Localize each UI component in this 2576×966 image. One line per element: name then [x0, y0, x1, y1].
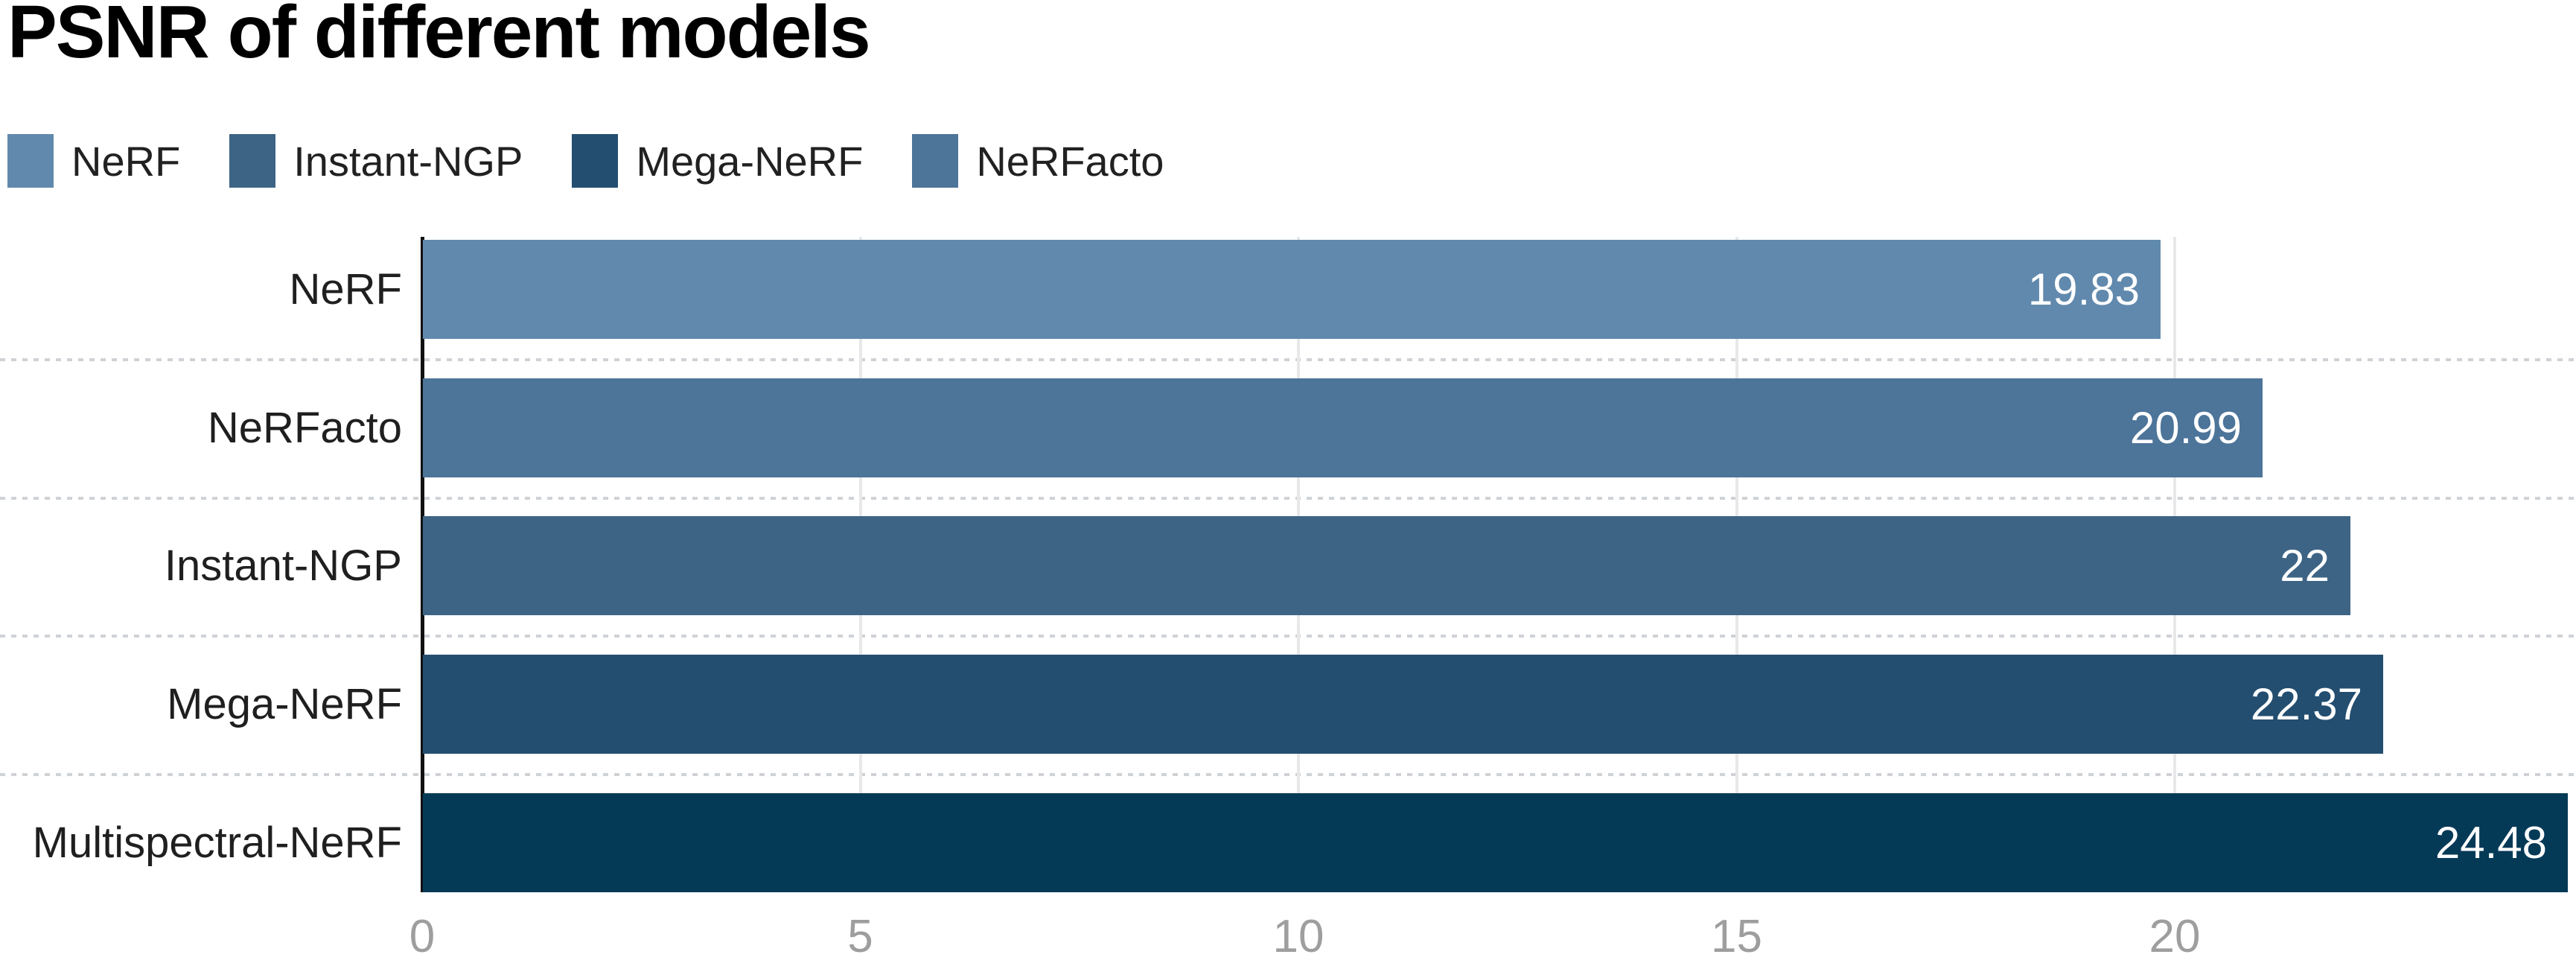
legend-label: Mega-NeRF — [636, 137, 864, 185]
bar-nerfacto[interactable]: 20.99 — [423, 378, 2263, 477]
legend-label: NeRF — [71, 137, 181, 185]
category-label-nerfacto: NeRFacto — [207, 404, 402, 452]
category-label-instant-ngp: Instant-NGP — [164, 541, 402, 590]
legend-label: NeRFacto — [976, 137, 1164, 185]
category-label-multispectral-nerf: Multispectral-NeRF — [32, 819, 402, 867]
x-tick-label-0: 0 — [409, 911, 436, 962]
x-tick-label-15: 15 — [1711, 911, 1762, 962]
bar-mega-nerf[interactable]: 22.37 — [423, 655, 2383, 754]
legend: NeRF Instant-NGP Mega-NeRF NeRFacto — [7, 134, 1164, 188]
bar-value-label: 22 — [2280, 541, 2330, 591]
x-tick-label-10: 10 — [1272, 911, 1324, 962]
bar-value-label: 24.48 — [2435, 818, 2547, 868]
bar-multispectral-nerf[interactable]: 24.48 — [423, 793, 2568, 892]
legend-item-nerf[interactable]: NeRF — [7, 134, 180, 188]
bar-instant-ngp[interactable]: 22 — [423, 516, 2350, 615]
legend-label: Instant-NGP — [293, 137, 523, 185]
row-separator-gridline — [0, 635, 2576, 638]
bar-value-label: 20.99 — [2129, 403, 2242, 453]
bar-value-label: 22.37 — [2250, 679, 2362, 729]
x-tick-label-20: 20 — [2149, 911, 2201, 962]
bar-nerf[interactable]: 19.83 — [423, 240, 2161, 339]
legend-item-nerfacto[interactable]: NeRFacto — [912, 134, 1164, 188]
y-axis-baseline — [421, 237, 424, 892]
row-separator-gridline — [0, 496, 2576, 500]
legend-item-instant-ngp[interactable]: Instant-NGP — [229, 134, 523, 188]
x-tick-label-5: 5 — [847, 911, 873, 962]
legend-swatch-icon — [229, 134, 276, 188]
bar-value-label: 19.83 — [2027, 264, 2140, 314]
category-label-mega-nerf: Mega-NeRF — [167, 680, 402, 728]
category-label-nerf: NeRF — [289, 265, 402, 314]
legend-swatch-icon — [912, 134, 959, 188]
chart-title: PSNR of different models — [7, 0, 871, 74]
legend-swatch-icon — [7, 134, 54, 188]
legend-swatch-icon — [572, 134, 619, 188]
legend-item-mega-nerf[interactable]: Mega-NeRF — [572, 134, 863, 188]
row-separator-gridline — [0, 358, 2576, 361]
row-separator-gridline — [0, 773, 2576, 777]
